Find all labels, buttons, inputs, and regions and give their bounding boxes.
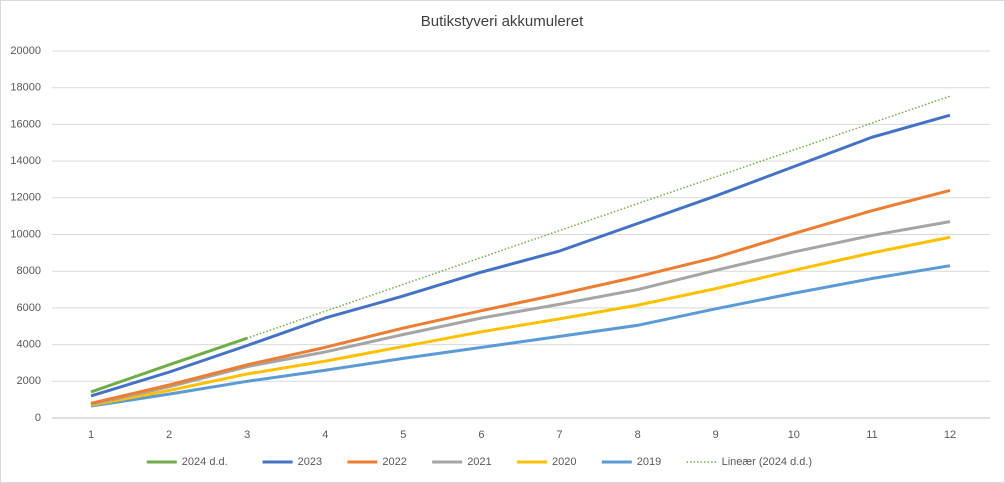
series-line	[90, 189, 951, 405]
x-tick-label: 11	[866, 429, 877, 441]
legend-label: 2020	[552, 456, 576, 468]
series-line	[90, 235, 951, 407]
x-tick-label: 7	[556, 429, 562, 441]
x-tick-label: 9	[713, 429, 719, 441]
series-line	[90, 336, 248, 394]
legend-label: Lineær (2024 d.d.)	[722, 456, 813, 468]
legend-label: 2024 d.d.	[182, 456, 228, 468]
y-tick-label: 8000	[17, 265, 41, 277]
y-tick-label: 2000	[17, 375, 41, 387]
series-line	[90, 113, 951, 398]
y-tick-label: 4000	[17, 339, 41, 351]
chart-title: Butikstyveri akkumuleret	[421, 13, 584, 30]
series-line	[90, 220, 951, 406]
x-tick-label: 10	[788, 429, 800, 441]
x-tick-label: 8	[635, 429, 641, 441]
legend-label: 2019	[637, 456, 661, 468]
y-tick-label: 12000	[10, 192, 41, 204]
x-tick-label: 4	[322, 429, 328, 441]
y-tick-label: 10000	[10, 228, 41, 240]
legend-label: 2022	[382, 456, 406, 468]
y-tick-label: 6000	[17, 302, 41, 314]
series-line	[90, 264, 951, 408]
legend-label: 2023	[298, 456, 322, 468]
y-tick-label: 0	[35, 412, 41, 424]
legend-label: 2021	[467, 456, 491, 468]
y-tick-label: 14000	[10, 155, 41, 167]
x-tick-label: 3	[244, 429, 250, 441]
y-tick-label: 20000	[10, 45, 41, 57]
y-tick-label: 18000	[10, 82, 41, 94]
x-tick-label: 1	[88, 429, 94, 441]
x-tick-label: 2	[166, 429, 172, 441]
y-tick-label: 16000	[10, 118, 41, 130]
x-tick-label: 6	[478, 429, 484, 441]
x-tick-label: 5	[400, 429, 406, 441]
x-tick-label: 12	[944, 429, 956, 441]
